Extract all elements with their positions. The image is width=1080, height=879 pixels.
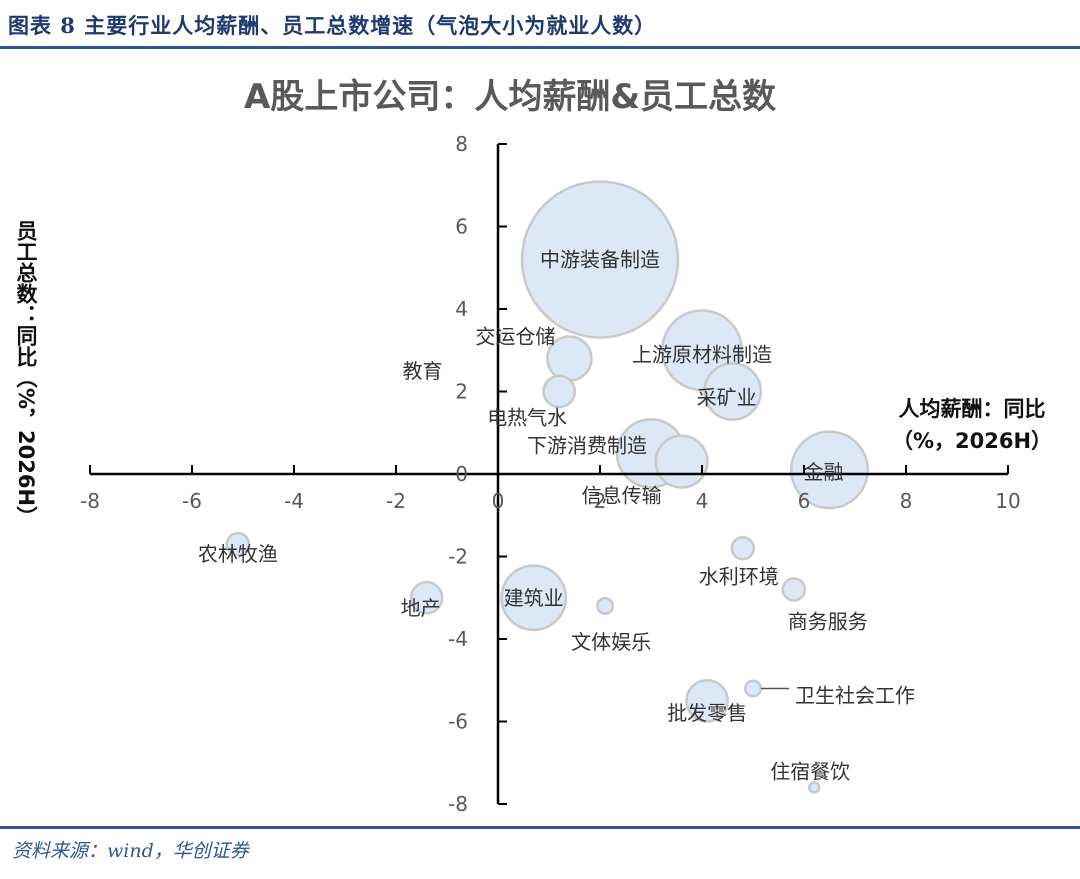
data-label-交运仓储: 交运仓储 [475,325,555,349]
bubble-卫生社会工作 [743,679,763,698]
bubble-住宿餐饮 [807,781,821,794]
y-tick-label: 8 [455,132,468,156]
data-label-水利环境: 水利环境 [699,564,779,588]
top-rule [0,46,1080,49]
data-label-农林牧渔: 农林牧渔 [198,542,278,566]
bubble-农林牧渔 [225,531,251,557]
bubble-电热气水 [542,374,577,409]
bubble-layer [225,180,869,794]
x-tick-label: 10 [995,489,1020,513]
y-axis-title: 员工总数：同比（%，2026H） [14,220,38,527]
x-tick-label: -6 [182,489,202,513]
bubble-水利环境 [730,535,756,561]
source-note: 资料来源：wind，华创证券 [12,840,249,862]
data-label-文体娱乐: 文体娱乐 [571,630,651,654]
x-tick-label: 8 [900,489,913,513]
bubble-中游装备制造 [520,180,680,339]
bubble-金融 [790,430,869,510]
y-tick-label: -2 [448,545,468,569]
x-tick-label: -8 [80,489,100,513]
bubble-文体娱乐 [596,596,615,616]
y-tick-label: -6 [448,710,468,734]
data-label-中游装备制造: 中游装备制造 [540,248,660,272]
x-tick-label: -4 [284,489,304,513]
data-label-地产: 地产 [401,596,441,620]
data-label-采矿业: 采矿业 [697,386,757,410]
y-tick-label: -4 [448,627,468,651]
bubble-建筑业 [500,564,568,632]
bubble-商务服务 [781,577,807,602]
data-label-上游原材料制造: 上游原材料制造 [632,342,772,366]
data-label-教育: 教育 [403,359,443,383]
data-label-金融: 金融 [804,460,844,484]
y-tick-label: 2 [455,380,468,404]
x-axis-title-line-1: 人均薪酬：同比 [899,397,1046,421]
bubble-地产 [409,580,444,615]
bubble-chart: A股上市公司：人均薪酬&员工总数 -8 -6 -4 -2 0 2 4 6 8 1086420-2-… [14,77,1052,816]
chart-title: A股上市公司：人均薪酬&员工总数 [244,77,776,117]
x-tick-label: 6 [798,489,811,513]
y-tick-label: -8 [448,792,468,816]
x-tick-label: 0 [492,489,505,513]
x-axis-title-line-2: （%，2026H） [892,429,1052,453]
figure-caption: 图表 8 主要行业人均薪酬、员工总数增速（气泡大小为就业人数） [8,13,657,38]
bubble-信息传输 [654,434,709,489]
bubble-批发零售 [685,678,729,723]
x-tick-label: 4 [696,489,709,513]
data-label-卫生社会工作: 卫生社会工作 [795,684,915,708]
data-label-商务服务: 商务服务 [788,610,868,634]
x-tick-label: 2 [594,489,607,513]
data-label-信息传输: 信息传输 [582,484,662,508]
data-label-建筑业: 建筑业 [504,586,564,610]
data-label-电热气水: 电热气水 [487,406,567,430]
data-label-批发零售: 批发零售 [667,701,747,725]
x-tick-label: -2 [386,489,406,513]
bubble-采矿业 [703,362,762,421]
data-label-下游消费制造: 下游消费制造 [527,433,647,457]
axes-layer: -8 -6 -4 -2 0 2 4 6 8 10 8 6 4 2 0 -2 -4 -6 -8 [80,132,1021,816]
data-label-住宿餐饮: 住宿餐饮 [770,760,850,784]
y-tick-label: 4 [455,297,468,321]
y-tick-label: 0 [455,462,468,486]
y-tick-label: 6 [455,215,468,239]
bottom-rule [0,826,1080,829]
